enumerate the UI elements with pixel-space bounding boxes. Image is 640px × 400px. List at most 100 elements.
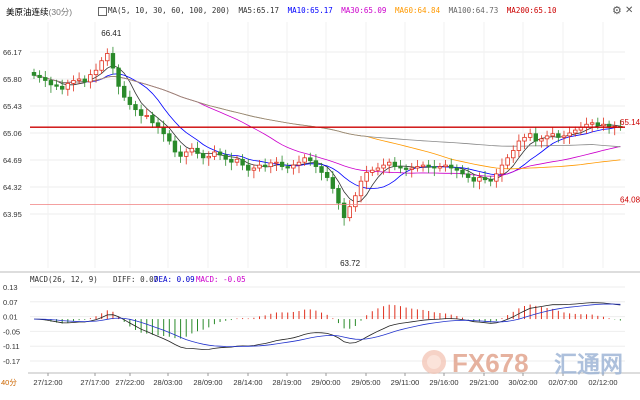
candle-body — [116, 67, 121, 87]
watermark-text: FX678 — [452, 348, 529, 378]
macd-value: MACD: -0.05 — [196, 275, 246, 284]
candle-body — [48, 80, 54, 86]
left-period-label: 40分 — [1, 378, 17, 387]
ma-line — [33, 75, 621, 170]
candle-body — [527, 133, 533, 138]
ma-title: MA(5, 10, 30, 60, 100, 200) — [108, 6, 230, 15]
candle-body — [336, 188, 341, 204]
candle-body — [127, 96, 133, 105]
candle-body — [443, 164, 448, 167]
ma-line — [33, 75, 621, 148]
candle-body — [539, 138, 544, 142]
ma-legend: MA(5, 10, 30, 60, 100, 200) MA5:65.17 MA… — [98, 6, 556, 16]
ma-value: MA100:64.73 — [448, 6, 499, 15]
candle-body — [370, 169, 375, 173]
candle-body — [217, 151, 223, 156]
time-label: 28/09:00 — [193, 378, 222, 387]
macd-tick-label: 0.01 — [3, 313, 18, 322]
time-label: 28/03:00 — [153, 378, 182, 387]
ma-toggle-icon[interactable] — [98, 6, 107, 16]
candle-body — [533, 133, 538, 142]
symbol-name: 美原油连续 — [6, 7, 49, 17]
candle-body — [471, 177, 476, 182]
ma-value: MA200:65.10 — [506, 6, 557, 15]
macd-dea: DEA: 0.09 — [154, 275, 195, 284]
candle-body — [324, 172, 330, 178]
candle-body — [65, 82, 71, 90]
price-tick-label: 64.32 — [3, 183, 22, 192]
candle-body — [420, 164, 426, 167]
time-label: 27/12:00 — [33, 378, 62, 387]
macd-lines — [33, 302, 621, 350]
candle-body — [82, 78, 87, 83]
candle-body — [449, 164, 454, 169]
candle-body — [37, 74, 42, 78]
candlesticks — [31, 46, 623, 226]
candle-body — [601, 123, 606, 127]
candle-body — [313, 160, 319, 167]
candle-body — [426, 164, 431, 167]
candle-body — [308, 157, 313, 162]
time-label: 27/17:00 — [80, 378, 109, 387]
candle-body — [353, 195, 358, 208]
candle-body — [595, 122, 601, 127]
candle-body — [330, 177, 336, 189]
candle-body — [550, 133, 555, 137]
price-tick-label: 63.95 — [3, 210, 22, 219]
candle-body — [251, 167, 257, 171]
time-label: 28/19:00 — [272, 378, 301, 387]
watermark: FX678 汇通网 — [420, 344, 630, 380]
candle-body — [567, 132, 572, 137]
ma-value: MA60:64.84 — [394, 6, 441, 15]
candle-body — [54, 84, 59, 87]
candle-body — [477, 177, 482, 182]
candle-body — [195, 147, 200, 154]
candle-body — [358, 180, 364, 197]
period-label: (30分) — [48, 7, 73, 17]
watermark-chinese: 汇通网 — [554, 351, 623, 377]
candle-body — [268, 162, 273, 167]
candle-body — [184, 151, 189, 157]
candle-body — [516, 140, 522, 151]
candle-body — [482, 177, 488, 181]
ma-value: MA30:65.09 — [341, 6, 387, 15]
macd-tick-label: 0.13 — [3, 283, 18, 292]
price-tick-label: 65.06 — [3, 129, 22, 138]
price-tick-label: 65.43 — [3, 102, 22, 111]
candle-body — [178, 151, 183, 157]
low-annotation: 63.72 — [340, 259, 361, 268]
candle-body — [432, 166, 437, 169]
ma-line — [33, 75, 621, 177]
candle-body — [465, 173, 471, 178]
ma-value: MA10:65.17 — [287, 6, 333, 15]
ma-lines — [33, 64, 621, 203]
macd-tick-label: -0.11 — [3, 342, 20, 351]
diff-line — [33, 302, 621, 350]
candle-body — [257, 164, 262, 169]
candle-body — [43, 77, 48, 81]
candle-body — [189, 147, 195, 153]
lower-line-label: 64.08 — [620, 196, 640, 205]
candle-body — [31, 72, 37, 76]
candle-body — [460, 169, 465, 175]
candle-body — [200, 153, 206, 159]
candle-body — [341, 202, 347, 219]
time-label: 29/00:00 — [311, 378, 340, 387]
candle-body — [212, 151, 217, 157]
time-label: 29/21:00 — [469, 378, 498, 387]
time-label: 27/22:00 — [115, 378, 144, 387]
candle-body — [494, 173, 499, 182]
candle-body — [381, 164, 386, 169]
candle-body — [76, 78, 82, 81]
candle-body — [172, 140, 178, 153]
price-axis: 66.17 65.80 65.43 65.06 64.69 64.32 63.95 — [3, 48, 22, 219]
candle-body — [133, 104, 138, 111]
gear-icon[interactable]: ⚙ — [612, 5, 622, 17]
candle-body — [279, 161, 285, 167]
candle-body — [488, 179, 493, 182]
candle-body — [71, 80, 76, 84]
close-icon[interactable]: ✕ — [625, 5, 634, 16]
candle-body — [319, 166, 324, 173]
candle-body — [505, 157, 510, 166]
